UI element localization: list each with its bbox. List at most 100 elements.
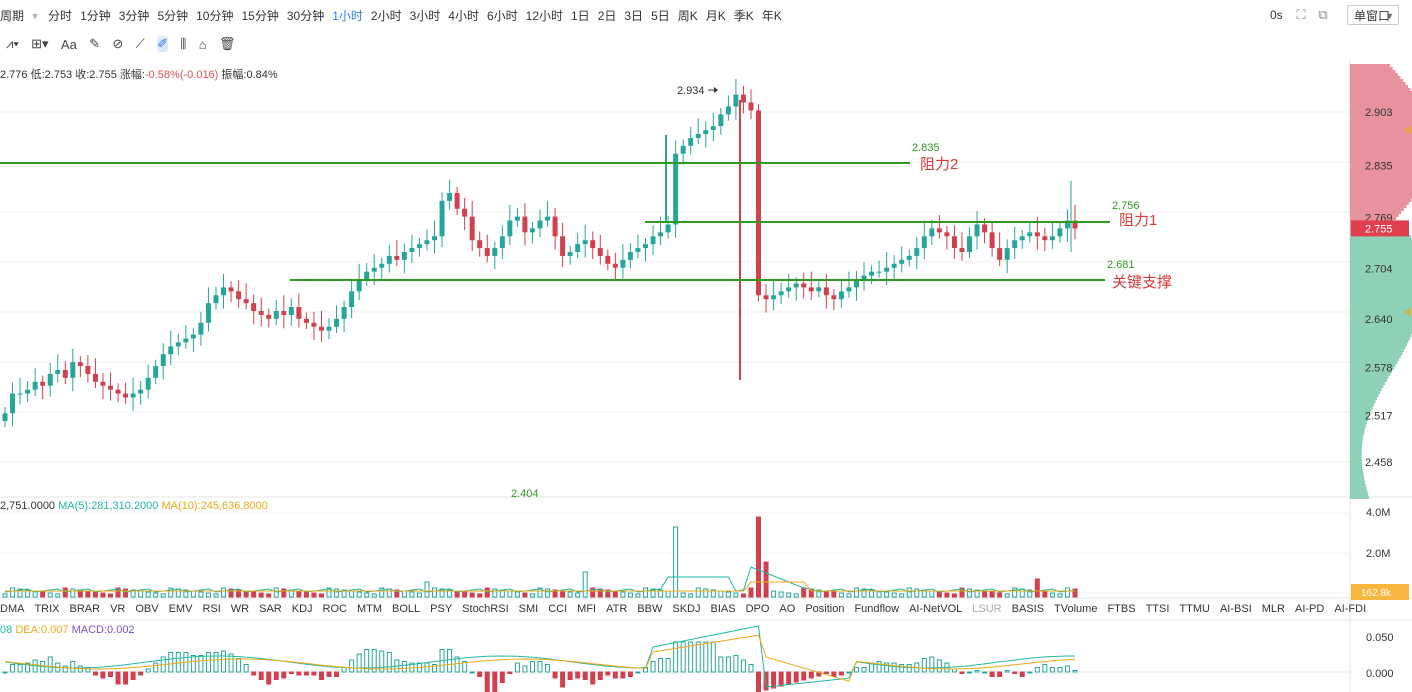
period-option[interactable]: 1日 — [571, 9, 590, 23]
fullscreen-icon[interactable]: ⛶ — [1296, 7, 1306, 22]
indicator-tab[interactable]: AI-NetVOL — [909, 603, 963, 615]
indicator-tab[interactable]: BOLL — [392, 603, 421, 615]
candle-body — [936, 228, 942, 233]
indicator-tab[interactable]: VR — [110, 603, 126, 615]
indicator-tab[interactable]: BBW — [637, 603, 663, 615]
period-option[interactable]: 6小时 — [486, 9, 518, 23]
pen-icon[interactable]: ✐ — [157, 36, 169, 52]
period-option[interactable]: 2日 — [597, 9, 617, 23]
period-option[interactable]: 月K — [705, 9, 726, 23]
candle-body — [1057, 228, 1063, 237]
period-option[interactable]: 5日 — [651, 9, 670, 23]
period-option[interactable]: 15分钟 — [241, 9, 279, 23]
indicator-tab[interactable]: TTSI — [1145, 603, 1170, 615]
indicator-tab[interactable]: DMA — [0, 603, 25, 615]
indicator-tab[interactable]: AO — [779, 603, 796, 615]
countdown-label: 0s — [1270, 8, 1283, 22]
macd-bar — [763, 671, 769, 691]
indicator-tab[interactable]: Position — [805, 603, 845, 615]
magnet-icon[interactable]: ⊘ — [112, 36, 124, 51]
indicator-tab[interactable]: RSI — [202, 603, 221, 615]
macd-bar — [92, 671, 98, 676]
indicator-tab[interactable]: SMI — [518, 603, 539, 615]
indicator-tab[interactable]: AI-PD — [1295, 603, 1325, 615]
volume-bar — [537, 587, 543, 598]
window-mode-dropdown[interactable]: 单窗口 ▼ — [1347, 5, 1399, 25]
text-icon[interactable]: Aa — [60, 36, 77, 52]
volume-bar — [236, 589, 242, 598]
volume-profile-bar — [1350, 271, 1412, 274]
macd-value: MACD:0.002 — [71, 624, 135, 636]
volume-bar — [635, 593, 641, 598]
indicator-tab[interactable]: LSUR — [972, 603, 1002, 615]
period-option[interactable]: 5分钟 — [157, 9, 189, 23]
period-option[interactable]: 年K — [761, 9, 782, 23]
volume-bar — [597, 588, 603, 598]
volume-profile-bar — [1350, 361, 1398, 364]
trash-icon[interactable]: 🗑 — [218, 36, 236, 51]
indicator-tab[interactable]: DPO — [745, 603, 770, 615]
period-option[interactable]: 12小时 — [525, 9, 563, 23]
indicator-tab[interactable]: EMV — [168, 603, 193, 615]
trend-lines-icon[interactable]: ⩘▾ — [6, 36, 19, 51]
indicator-tab[interactable]: WR — [230, 603, 250, 615]
indicator-tab[interactable]: TRIX — [34, 603, 60, 615]
volume-bar — [801, 587, 807, 598]
volume-bar — [1004, 593, 1010, 598]
period-option[interactable]: 30分钟 — [286, 9, 325, 23]
indicator-tab[interactable]: MFI — [577, 603, 597, 615]
indicator-tab[interactable]: KDJ — [291, 603, 313, 615]
candle-body — [921, 236, 927, 249]
period-option[interactable]: 3分钟 — [118, 9, 150, 23]
volume-profile-bar — [1350, 466, 1363, 469]
indicator-tab[interactable]: SAR — [259, 603, 282, 615]
candle-body — [183, 338, 189, 343]
indicator-tab[interactable]: MLR — [1261, 603, 1285, 615]
period-option[interactable]: 4小时 — [448, 9, 479, 23]
indicator-tab[interactable]: PSY — [430, 603, 453, 615]
indicator-tab[interactable]: AI-FDI — [1334, 603, 1367, 615]
period-option[interactable]: 2小时 — [370, 9, 402, 23]
ruler-icon[interactable]: ⟋ — [135, 36, 145, 51]
indicator-tab[interactable]: ATR — [606, 603, 628, 615]
pattern-icon[interactable]: ⫼ — [180, 36, 187, 51]
volume-bar — [514, 591, 520, 598]
volume-bar — [123, 588, 129, 598]
macd-bar — [703, 641, 709, 673]
period-option[interactable]: 季K — [733, 9, 754, 23]
indicator-tab[interactable]: TVolume — [1054, 603, 1098, 615]
indicator-tab[interactable]: CCI — [548, 603, 568, 615]
indicator-tab[interactable]: ROC — [322, 603, 347, 615]
macd-bar — [107, 671, 113, 677]
candle-body — [288, 307, 294, 315]
period-option[interactable]: 3小时 — [409, 9, 441, 23]
lock-icon[interactable]: ⌂ — [198, 36, 207, 52]
indicator-tab[interactable]: BIAS — [710, 603, 736, 615]
period-option[interactable]: 分时 — [48, 9, 73, 23]
indicator-tab[interactable]: FTBS — [1107, 603, 1136, 615]
indicator-tab[interactable]: MTM — [356, 603, 383, 615]
volume-profile-bar — [1350, 370, 1393, 373]
indicator-tab[interactable]: Fundflow — [854, 603, 900, 615]
period-option[interactable]: 周K — [677, 9, 698, 23]
indicator-tab[interactable]: SKDJ — [672, 603, 701, 615]
indicator-tab[interactable]: StochRSI — [462, 603, 509, 615]
chevron-down-icon[interactable]: ▾ — [32, 9, 39, 23]
restore-window-icon[interactable]: ⧉ — [1318, 7, 1328, 22]
period-option[interactable]: 10分钟 — [196, 9, 234, 23]
period-option[interactable]: 1分钟 — [80, 9, 111, 23]
crosshair-icon[interactable]: ⊞▾ — [31, 36, 49, 51]
indicator-tab[interactable]: TTMU — [1179, 603, 1210, 615]
indicator-tab[interactable]: AI-BSI — [1219, 603, 1252, 615]
indicator-tab[interactable]: OBV — [135, 603, 159, 615]
candle-body — [906, 255, 912, 260]
period-option[interactable]: 1小时 — [332, 9, 363, 23]
volume-profile-bar — [1350, 490, 1368, 493]
brush-icon[interactable]: ✎ — [89, 36, 101, 51]
volume-bar — [266, 593, 272, 598]
volume-bar — [138, 590, 144, 598]
indicator-tab[interactable]: BRAR — [69, 603, 101, 615]
indicator-tab[interactable]: BASIS — [1011, 603, 1045, 615]
period-option[interactable]: 3日 — [624, 9, 644, 23]
